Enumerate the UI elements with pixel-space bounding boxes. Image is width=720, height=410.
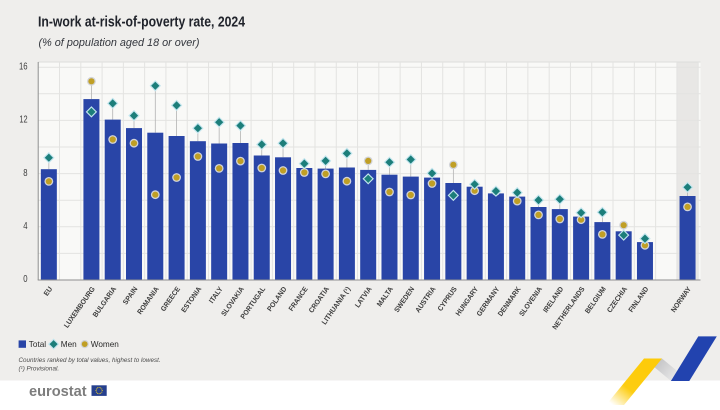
svg-text:In-work at-risk-of-poverty rat: In-work at-risk-of-poverty rate, 2024 (38, 15, 245, 31)
svg-text:8: 8 (23, 168, 28, 179)
svg-text:(% of population aged 18 or ov: (% of population aged 18 or over) (39, 37, 200, 49)
svg-text:eurostat: eurostat (29, 384, 87, 400)
svg-text:Countries ranked by total valu: Countries ranked by total values, highes… (19, 357, 161, 364)
svg-text:(¹) Provisional.: (¹) Provisional. (19, 365, 60, 372)
svg-text:4: 4 (23, 221, 28, 232)
svg-text:Women: Women (91, 340, 120, 349)
svg-text:Men: Men (61, 340, 77, 349)
svg-text:Total: Total (29, 340, 46, 349)
svg-text:0: 0 (23, 274, 28, 285)
svg-text:EU: EU (42, 285, 55, 298)
svg-text:12: 12 (19, 115, 27, 126)
svg-text:16: 16 (19, 61, 28, 72)
